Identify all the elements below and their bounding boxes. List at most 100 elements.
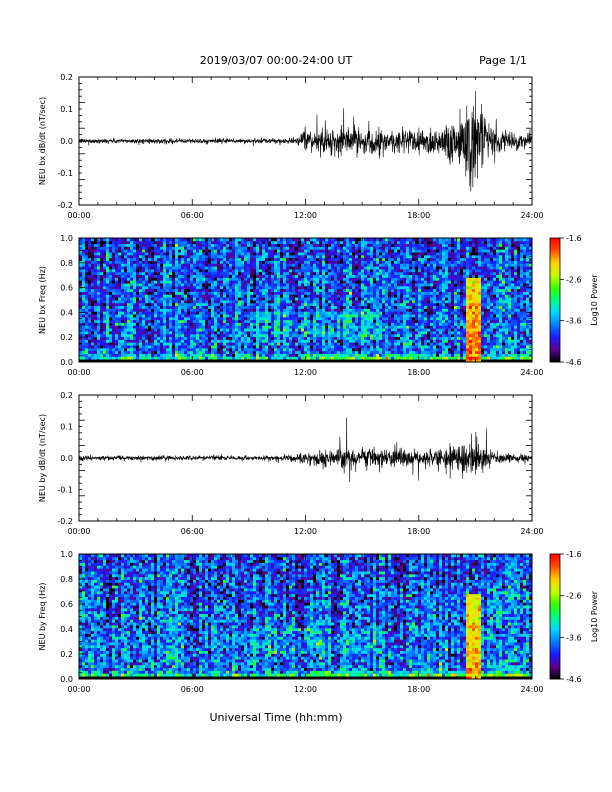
spectrogram-cell — [103, 359, 107, 363]
spectrogram-cell — [268, 333, 272, 338]
spectrogram-cell — [286, 305, 290, 309]
spectrogram-cell — [322, 280, 326, 284]
spectrogram-cell — [145, 257, 149, 261]
spectrogram-cell — [343, 359, 347, 363]
spectrogram-cell — [112, 263, 116, 267]
spectrogram-cell — [271, 325, 275, 329]
spectrogram-cell — [379, 260, 383, 264]
spectrogram-cell — [115, 269, 119, 273]
spectrogram-cell — [367, 342, 371, 346]
spectrogram-cell — [292, 345, 296, 349]
spectrogram-cell — [397, 280, 401, 284]
spectrogram-cell — [184, 288, 188, 292]
spectrogram-cell — [88, 302, 92, 307]
spectrogram-cell — [142, 300, 146, 304]
spectrogram-cell — [373, 350, 377, 354]
spectrogram-cell — [187, 240, 191, 245]
spectrogram-cell — [196, 277, 200, 281]
spectrogram-cell — [151, 269, 155, 273]
spectrogram-cell — [250, 339, 254, 343]
spectrogram-cell — [298, 316, 302, 321]
spectrogram-cell — [121, 331, 125, 335]
spectrogram-cell — [127, 294, 131, 298]
spectrogram-cell — [160, 336, 164, 340]
spectrogram-cell — [223, 263, 227, 267]
spectrogram-cell — [304, 288, 308, 292]
spectrogram-cell — [337, 342, 341, 346]
spectrogram-cell — [166, 319, 170, 323]
spectrogram-cell — [340, 291, 344, 295]
spectrogram-cell — [211, 240, 215, 245]
spectrogram-cell — [253, 288, 257, 292]
spectrogram-cell — [136, 342, 140, 346]
spectrogram-cell — [373, 249, 377, 253]
spectrogram-cell — [289, 347, 293, 352]
spectrogram-cell — [220, 249, 224, 253]
spectrogram-cell — [256, 322, 260, 326]
spectrogram-cell — [265, 342, 269, 346]
spectrogram-cell — [310, 359, 314, 363]
spectrogram-cell — [394, 342, 398, 346]
spectrogram-cell — [190, 314, 194, 318]
spectrogram-cell — [127, 280, 131, 284]
spectrogram-cell — [268, 356, 272, 360]
spectrogram-cell — [334, 238, 338, 242]
spectrogram-cell — [82, 294, 86, 298]
spectrogram-cell — [223, 328, 227, 332]
spectrogram-cell — [157, 322, 161, 326]
spectrogram-cell — [202, 350, 206, 354]
spectrogram-cell — [118, 353, 122, 357]
spectrogram-cell — [226, 356, 230, 360]
spectrogram-cell — [202, 333, 206, 338]
spectrogram-cell — [139, 308, 143, 312]
spectrogram-cell — [406, 359, 410, 363]
spectrogram-cell — [88, 345, 92, 349]
spectrogram-cell — [202, 254, 206, 259]
spectrogram-cell — [214, 333, 218, 338]
spectrogram-cell — [109, 285, 113, 290]
spectrogram-cell — [274, 288, 278, 292]
spectrogram-cell — [262, 322, 266, 326]
spectrogram-cell — [79, 359, 83, 363]
spectrogram-cell — [97, 350, 101, 354]
spectrogram-cell — [388, 240, 392, 245]
spectrogram-cell — [178, 347, 182, 352]
spectrogram-cell — [304, 297, 308, 301]
spectrogram-cell — [325, 302, 329, 307]
spectrogram-cell — [79, 263, 83, 267]
spectrogram-cell — [208, 350, 212, 354]
spectrogram-cell — [157, 336, 161, 340]
spectrogram-cell — [211, 331, 215, 335]
spectrogram-cell — [169, 254, 173, 259]
spectrogram-cell — [358, 266, 362, 270]
spectrogram-cell — [301, 254, 305, 259]
spectrogram-cell — [364, 339, 368, 343]
spectrogram-cell — [145, 238, 149, 242]
spectrogram-cell — [271, 291, 275, 295]
spectrogram-cell — [142, 316, 146, 321]
spectrogram-cell — [382, 339, 386, 343]
spectrogram-cell — [391, 238, 395, 242]
spectrogram-cell — [154, 319, 158, 323]
spectrogram-cell — [322, 257, 326, 261]
spectrogram-cell — [124, 288, 128, 292]
spectrogram-cell — [88, 269, 92, 273]
spectrogram-cell — [247, 271, 251, 276]
spectrogram-cell — [244, 271, 248, 276]
spectrogram-cell — [151, 305, 155, 309]
spectrogram-cell — [205, 300, 209, 304]
spectrogram-cell — [373, 254, 377, 259]
spectrogram-cell — [169, 263, 173, 267]
spectrogram-cell — [292, 339, 296, 343]
spectrogram-cell — [409, 269, 413, 273]
spectrogram-cell — [319, 319, 323, 323]
spectrogram-cell — [223, 283, 227, 287]
spectrogram-cell — [289, 269, 293, 273]
spectrogram-cell — [313, 269, 317, 273]
spectrogram-cell — [154, 269, 158, 273]
spectrogram-cell — [211, 328, 215, 332]
spectrogram-cell — [112, 274, 116, 278]
spectrogram-cell — [301, 263, 305, 267]
spectrogram-cell — [283, 269, 287, 273]
spectrogram-cell — [154, 356, 158, 360]
